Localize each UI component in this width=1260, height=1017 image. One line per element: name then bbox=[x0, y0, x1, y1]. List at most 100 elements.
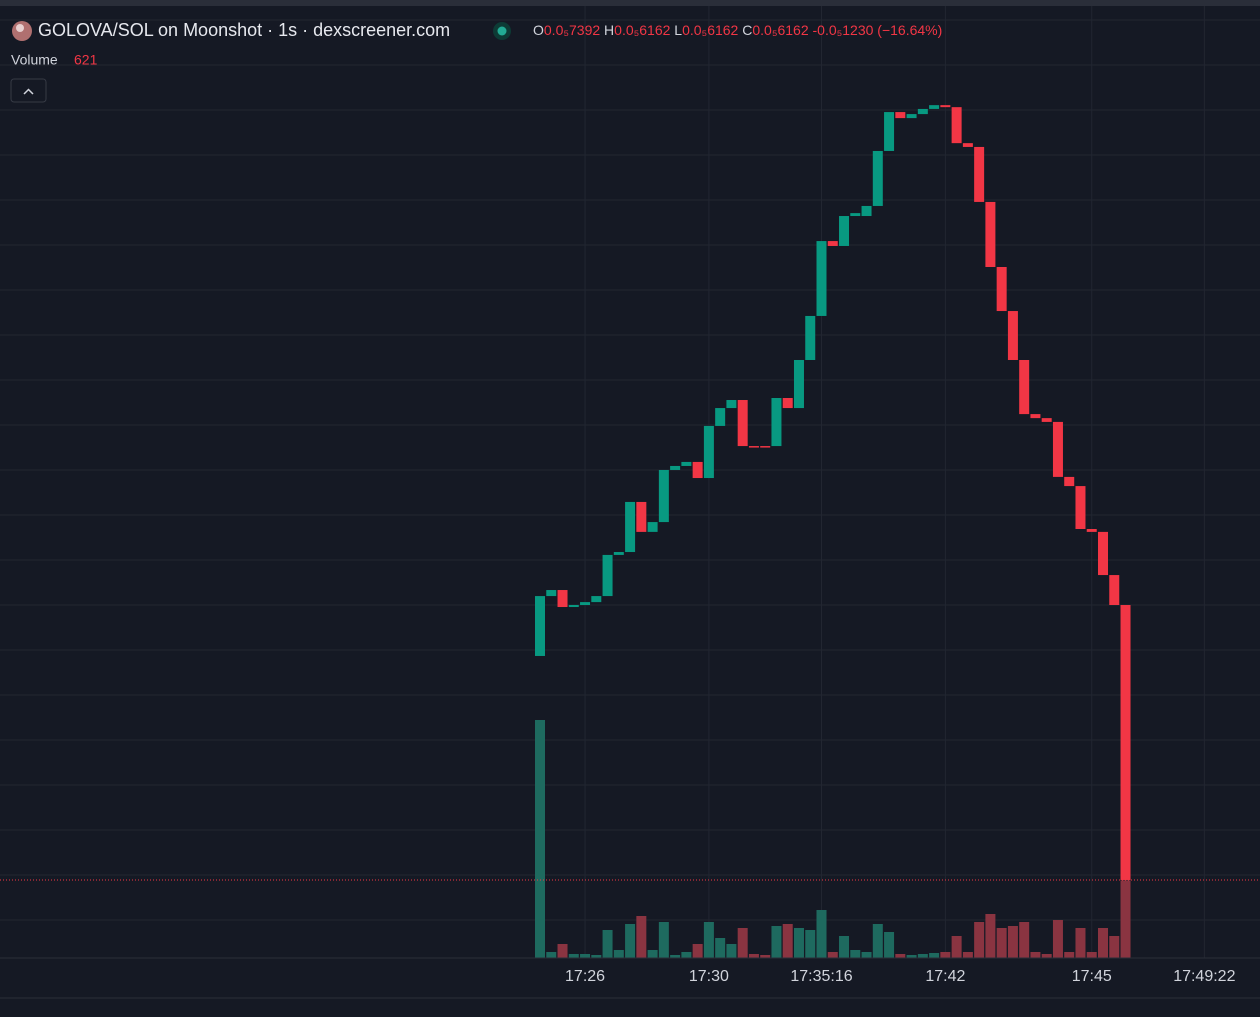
volume-bar bbox=[737, 928, 748, 958]
volume-bar bbox=[974, 922, 985, 958]
candle-body bbox=[1007, 311, 1018, 360]
volume-bar bbox=[1041, 954, 1052, 958]
volume-bar bbox=[726, 944, 737, 958]
volume-bar bbox=[1109, 936, 1120, 958]
candle-body bbox=[1019, 359, 1030, 415]
x-tick-label: 17:42 bbox=[925, 968, 965, 985]
candle-body bbox=[940, 105, 951, 108]
candle-body bbox=[625, 501, 636, 553]
volume-bar bbox=[568, 954, 579, 958]
volume-bar bbox=[647, 950, 658, 958]
candle-body bbox=[839, 216, 850, 246]
candle-body bbox=[591, 596, 602, 603]
candle-body bbox=[884, 112, 895, 151]
volume-bar bbox=[861, 952, 872, 958]
ohlc-value: 0.0₅6162 bbox=[752, 22, 808, 38]
candle-body bbox=[850, 213, 861, 217]
candle-body bbox=[613, 552, 624, 555]
candle-body bbox=[974, 146, 985, 202]
candle-body bbox=[670, 465, 681, 470]
volume-bar bbox=[1075, 928, 1086, 958]
volume-bar bbox=[996, 928, 1007, 958]
candle-body bbox=[1109, 575, 1120, 606]
volume-bar bbox=[1030, 952, 1041, 958]
volume-bar bbox=[557, 944, 568, 958]
grid bbox=[0, 6, 1260, 958]
volume-bar bbox=[827, 952, 838, 958]
ohlc-key: H bbox=[604, 22, 614, 38]
candle-body bbox=[647, 522, 658, 532]
volume-bar bbox=[613, 950, 624, 958]
volume-bar bbox=[906, 955, 917, 958]
volume-bar bbox=[1019, 922, 1030, 958]
volume-layer bbox=[535, 720, 1131, 958]
candle-body bbox=[658, 469, 669, 523]
candle-body bbox=[535, 596, 545, 656]
volume-value: 621 bbox=[74, 52, 98, 68]
candle-body bbox=[1041, 418, 1052, 422]
candle-body bbox=[636, 501, 647, 532]
candle-body bbox=[861, 205, 872, 217]
volume-bar bbox=[535, 720, 545, 958]
candle-body bbox=[1075, 486, 1086, 529]
change: -0.0₅1230 (−16.64%) bbox=[813, 22, 943, 38]
token-icon-detail bbox=[16, 24, 24, 32]
volume-bar bbox=[816, 910, 827, 958]
volume-bar bbox=[805, 930, 816, 958]
candle-body bbox=[872, 150, 883, 206]
volume-bar bbox=[940, 952, 951, 958]
candle-body bbox=[827, 241, 838, 246]
volume-bar bbox=[670, 955, 681, 958]
volume-bar bbox=[658, 922, 669, 958]
volume-bar bbox=[703, 922, 714, 958]
candle-body bbox=[1086, 529, 1097, 532]
chevron-icon bbox=[23, 88, 34, 95]
candle-body bbox=[602, 554, 613, 597]
candle-body bbox=[951, 107, 962, 144]
candle-body bbox=[748, 446, 759, 448]
volume-bar bbox=[1086, 952, 1097, 958]
candle-body bbox=[1030, 414, 1041, 419]
volume-bar bbox=[546, 952, 557, 958]
volume-bar bbox=[951, 936, 962, 958]
time-axis: 17:26 17:30 17:35:16 17:42 17:45 17:49:22 bbox=[565, 968, 1236, 985]
volume-bar bbox=[715, 938, 726, 958]
top-bar bbox=[0, 0, 1260, 6]
volume-bar bbox=[580, 954, 591, 958]
candle-body bbox=[568, 605, 579, 608]
candle-body bbox=[715, 408, 726, 426]
volume-bar bbox=[985, 914, 996, 958]
candle-body bbox=[1098, 531, 1108, 576]
x-tick-label: 17:35:16 bbox=[790, 968, 852, 985]
ohlc-value: 0.0₅6162 bbox=[682, 22, 738, 38]
volume-bar bbox=[839, 936, 850, 958]
volume-bar bbox=[962, 952, 973, 958]
candle-body bbox=[726, 400, 737, 409]
candle-body bbox=[985, 201, 996, 267]
candle-body bbox=[996, 266, 1007, 312]
volume-bar bbox=[681, 952, 692, 958]
candle-body bbox=[805, 315, 816, 360]
volume-bar bbox=[760, 955, 771, 958]
volume-bar bbox=[636, 916, 647, 958]
candle-body bbox=[737, 400, 748, 447]
bottom-toolbar bbox=[0, 998, 1260, 1017]
volume-bar bbox=[895, 954, 906, 958]
status-dot bbox=[497, 26, 507, 36]
x-tick-label: 17:26 bbox=[565, 968, 605, 985]
candle-body bbox=[962, 143, 973, 147]
volume-bar bbox=[850, 950, 861, 958]
volume-bar bbox=[884, 932, 895, 958]
volume-bar bbox=[917, 954, 928, 958]
candle-body bbox=[917, 108, 928, 115]
chart-title: GOLOVA/SOL on Moonshot · 1s · dexscreene… bbox=[38, 20, 450, 40]
ohlc-key: C bbox=[742, 22, 752, 38]
candle-body bbox=[703, 425, 714, 479]
volume-bar bbox=[591, 955, 602, 958]
candle-layer bbox=[0, 105, 1260, 881]
volume-bar bbox=[602, 930, 613, 958]
ohlc-key: O bbox=[533, 22, 544, 38]
candle-body bbox=[692, 461, 703, 479]
volume-bar bbox=[1052, 920, 1063, 958]
